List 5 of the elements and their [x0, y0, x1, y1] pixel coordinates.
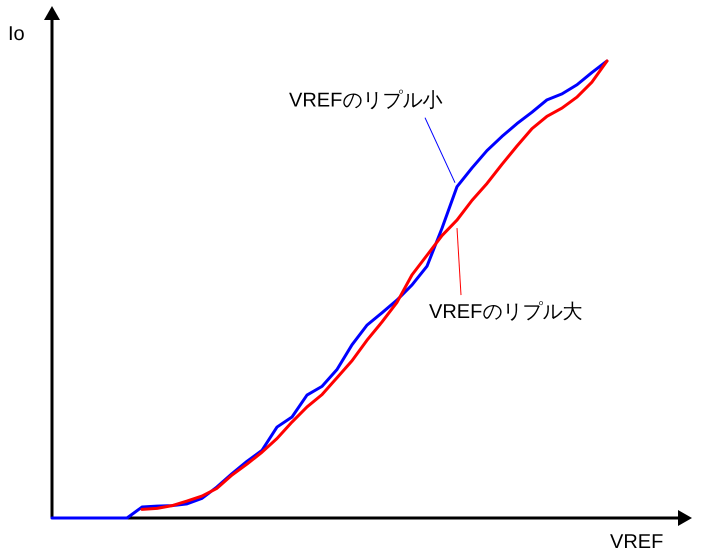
y-axis-title: Io — [8, 23, 25, 45]
label-series: VREFのリプル小 — [289, 90, 456, 184]
x-axis-title: VREF — [610, 531, 664, 551]
label-series: VREFのリプル大 — [429, 228, 582, 324]
series-label: VREFのリプル大 — [429, 301, 582, 324]
